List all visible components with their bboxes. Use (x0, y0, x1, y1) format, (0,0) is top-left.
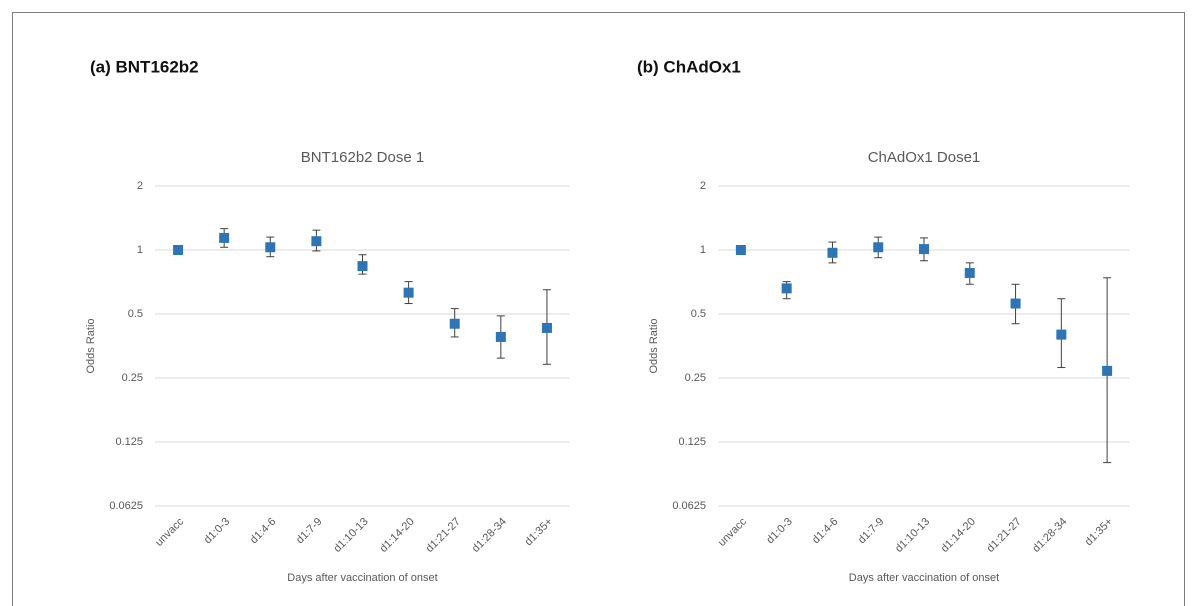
point (1056, 329, 1067, 340)
point (265, 242, 276, 253)
y-axis-label: Odds Ratio (648, 318, 660, 373)
x-axis-label: Days after vaccination of onset (287, 572, 437, 584)
point (541, 322, 552, 333)
point (919, 244, 929, 255)
point (964, 267, 975, 278)
point (357, 261, 368, 272)
x-tick-label: d1:0-3 (764, 516, 795, 547)
point (219, 232, 230, 243)
x-tick-label: unvacc (716, 515, 749, 548)
y-tick-label: 0.0625 (672, 500, 706, 512)
x-tick-label: d1:21-27 (985, 516, 1024, 555)
x-axis-label: Days after vaccination of onset (849, 572, 999, 584)
panel-label: (a) BNT162b2 (90, 57, 199, 76)
figure-border (12, 12, 1185, 606)
point (1102, 365, 1113, 376)
y-tick-label: 2 (137, 180, 143, 192)
x-tick-label: d1:35+ (1083, 516, 1115, 548)
y-tick-label: 0.0625 (109, 500, 143, 512)
point (311, 236, 322, 247)
x-tick-label: d1:4-6 (810, 516, 841, 547)
point (403, 287, 414, 298)
chart-title: BNT162b2 Dose 1 (301, 149, 424, 166)
point (827, 247, 838, 258)
x-tick-label: d1:35+ (523, 516, 555, 548)
x-tick-label: d1:14-20 (939, 516, 978, 555)
point (495, 331, 506, 342)
x-tick-label: d1:0-3 (202, 516, 233, 547)
y-tick-label: 0.125 (115, 436, 143, 448)
point (873, 242, 884, 253)
point (173, 245, 184, 255)
y-tick-label: 0.125 (678, 436, 706, 448)
y-tick-label: 0.25 (122, 372, 143, 384)
x-tick-label: d1:28-34 (1030, 516, 1069, 555)
point (449, 318, 460, 329)
x-tick-label: d1:10-13 (331, 516, 370, 555)
x-tick-label: d1:21-27 (424, 516, 463, 555)
x-tick-label: d1:10-13 (893, 516, 932, 555)
point (781, 283, 792, 294)
x-tick-label: d1:7-9 (294, 516, 325, 547)
y-axis-label: Odds Ratio (85, 318, 97, 373)
point (735, 245, 746, 255)
y-tick-label: 0.25 (685, 372, 706, 384)
y-tick-label: 2 (700, 180, 706, 192)
point (1010, 298, 1021, 309)
y-tick-label: 0.5 (128, 308, 143, 320)
y-tick-label: 0.5 (691, 308, 706, 320)
x-tick-label: d1:7-9 (856, 516, 887, 547)
x-tick-label: d1:14-20 (378, 516, 417, 555)
y-tick-label: 1 (137, 244, 143, 256)
chart-title: ChAdOx1 Dose1 (868, 149, 981, 166)
y-tick-label: 1 (700, 244, 706, 256)
x-tick-label: d1:28-34 (470, 516, 509, 555)
x-tick-label: unvacc (153, 515, 186, 548)
x-tick-label: d1:4-6 (248, 516, 279, 547)
panel-label: (b) ChAdOx1 (637, 57, 741, 76)
